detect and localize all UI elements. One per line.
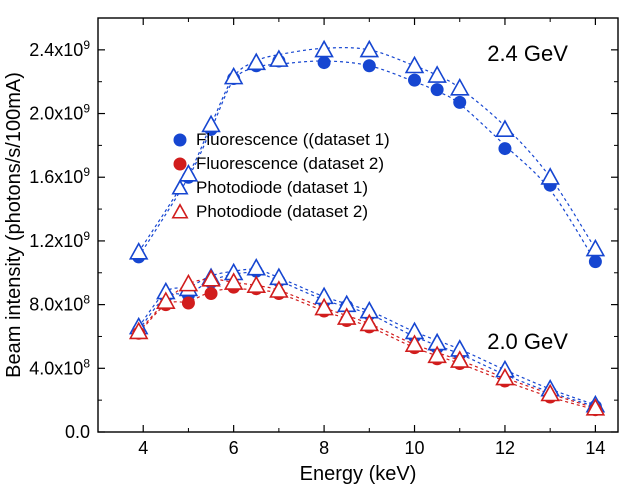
legend-item: Photodiode (dataset 2) [173,202,368,221]
legend-item: Photodiode (dataset 1) [173,178,368,197]
annotation: 2.0 GeV [487,329,568,354]
legend-item: Fluorescence ((dataset 1) [174,130,390,149]
legend-label: Photodiode (dataset 1) [196,178,368,197]
y-tick-label: 0.0 [65,422,90,442]
annotation: 2.4 GeV [487,41,568,66]
legend-label: Fluorescence ((dataset 1) [196,130,390,149]
x-axis-label: Energy (keV) [300,463,417,485]
legend-label: Photodiode (dataset 2) [196,202,368,221]
y-tick-label: 1.6x109 [29,165,90,187]
legend-label: Fluorescence (dataset 2) [196,154,384,173]
legend-item: Fluorescence (dataset 2) [174,154,384,173]
y-tick-label: 2.4x109 [29,38,90,60]
x-tick-label: 14 [585,438,605,458]
x-tick-label: 6 [229,438,239,458]
plot-area [98,18,618,432]
chart-container: 4 6 8 10 12 14 0.0 4.0x108 8.0x108 1.2x109 1.6x109… [0,0,640,500]
y-tick-label: 4.0x108 [29,356,90,378]
x-tick-label: 10 [405,438,425,458]
x-tick-label: 8 [319,438,329,458]
y-tick-label: 8.0x108 [29,293,90,315]
chart-svg: 4 6 8 10 12 14 0.0 4.0x108 8.0x108 1.2x109 1.6x109… [0,0,640,500]
x-tick-label: 4 [138,438,148,458]
x-tick-label: 12 [495,438,515,458]
y-tick-label: 2.0x109 [29,102,90,124]
y-axis-label: Beam intensity (photons/s/100mA) [3,72,25,378]
y-tick-label: 1.2x109 [29,229,90,251]
